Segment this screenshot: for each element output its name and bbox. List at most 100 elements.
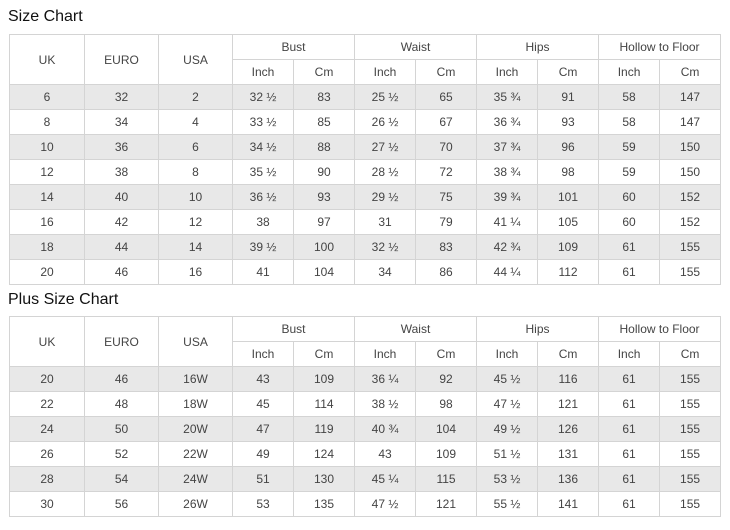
table-cell: 101 [537, 184, 600, 210]
table-cell: 16W [158, 366, 233, 392]
table-cell: 39 ½ [232, 234, 294, 260]
inch-header: Inch [354, 59, 417, 85]
table-cell: 14 [158, 234, 233, 260]
group-header: Waist [354, 34, 478, 60]
table-cell: 14 [9, 184, 85, 210]
table-cell: 26W [158, 491, 233, 517]
size-chart-table: UK EURO USA Bust Waist Hips Hollow to Floor Inc… [9, 34, 722, 285]
table-cell: 53 [232, 491, 294, 517]
table-cell: 12 [158, 209, 233, 235]
table-cell: 34 [84, 109, 159, 135]
table-row: 10 36 6 34 ½ 88 27 ½ 70 37 ¾ 96 59 150 [9, 134, 722, 160]
table-cell: 126 [537, 416, 600, 442]
table-cell: 36 ¼ [354, 366, 417, 392]
inch-header: Inch [476, 59, 539, 85]
inch-header: Inch [598, 341, 661, 367]
table-cell: 20 [9, 259, 85, 285]
table-cell: 61 [598, 466, 661, 492]
table-cell: 26 [9, 441, 85, 467]
table-cell: 32 [84, 84, 159, 110]
table-cell: 34 ½ [232, 134, 294, 160]
table-cell: 93 [292, 184, 356, 210]
inch-header: Inch [598, 59, 661, 85]
table-cell: 36 ¾ [476, 109, 539, 135]
table-cell: 22 [9, 391, 85, 417]
table-cell: 59 [598, 134, 661, 160]
table-cell: 115 [415, 466, 478, 492]
table-cell: 47 [232, 416, 294, 442]
cm-header: Cm [537, 59, 600, 85]
table-cell: 32 ½ [232, 84, 294, 110]
cm-header: Cm [659, 59, 722, 85]
table-cell: 88 [292, 134, 356, 160]
group-header: Hips [476, 316, 600, 342]
table-cell: 41 ¼ [476, 209, 539, 235]
table-cell: 155 [659, 234, 722, 260]
table-cell: 130 [292, 466, 356, 492]
inch-header: Inch [232, 59, 294, 85]
table-cell: 18W [158, 391, 233, 417]
table-cell: 2 [158, 84, 233, 110]
inch-header: Inch [232, 341, 294, 367]
table-cell: 58 [598, 84, 661, 110]
table-cell: 39 ¾ [476, 184, 539, 210]
table-cell: 42 [84, 209, 159, 235]
table-cell: 45 ¼ [354, 466, 417, 492]
table-cell: 28 ½ [354, 159, 417, 185]
cm-header: Cm [415, 341, 478, 367]
table-cell: 136 [537, 466, 600, 492]
inch-header: Inch [354, 341, 417, 367]
cm-header: Cm [292, 341, 356, 367]
table-cell: 155 [659, 366, 722, 392]
table-cell: 91 [537, 84, 600, 110]
table-cell: 47 ½ [354, 491, 417, 517]
table-cell: 61 [598, 491, 661, 517]
table-cell: 49 ½ [476, 416, 539, 442]
inch-header: Inch [476, 341, 539, 367]
table-cell: 65 [415, 84, 478, 110]
table-cell: 37 ¾ [476, 134, 539, 160]
table-cell: 85 [292, 109, 356, 135]
table-cell: 86 [415, 259, 478, 285]
table-row: 20 46 16 41 104 34 86 44 ¼ 112 61 155 [9, 259, 722, 285]
table-cell: 96 [537, 134, 600, 160]
cm-header: Cm [537, 341, 600, 367]
table-cell: 25 ½ [354, 84, 417, 110]
table-row: 12 38 8 35 ½ 90 28 ½ 72 38 ¾ 98 59 150 [9, 159, 722, 185]
table-cell: 83 [292, 84, 356, 110]
table-row: 16 42 12 38 97 31 79 41 ¼ 105 60 152 [9, 209, 722, 235]
table-cell: 41 [232, 259, 294, 285]
plus-size-chart-title: Plus Size Chart [8, 291, 119, 308]
table-cell: 43 [354, 441, 417, 467]
table-cell: 26 ½ [354, 109, 417, 135]
table-cell: 90 [292, 159, 356, 185]
table-cell: 8 [158, 159, 233, 185]
table-cell: 93 [537, 109, 600, 135]
table-cell: 33 ½ [232, 109, 294, 135]
table-cell: 155 [659, 466, 722, 492]
table-cell: 38 ½ [354, 391, 417, 417]
table-row: 28 54 24W 51 130 45 ¼ 115 53 ½ 136 61 155 [9, 466, 722, 492]
table-cell: 6 [9, 84, 85, 110]
table-row: 20 46 16W 43 109 36 ¼ 92 45 ½ 116 61 155 [9, 366, 722, 392]
table-row: 18 44 14 39 ½ 100 32 ½ 83 42 ¾ 109 61 155 [9, 234, 722, 260]
table-cell: 152 [659, 184, 722, 210]
table-cell: 53 ½ [476, 466, 539, 492]
table-cell: 150 [659, 134, 722, 160]
table-cell: 59 [598, 159, 661, 185]
table-cell: 27 ½ [354, 134, 417, 160]
table-cell: 6 [158, 134, 233, 160]
table-row: 8 34 4 33 ½ 85 26 ½ 67 36 ¾ 93 58 147 [9, 109, 722, 135]
table-row: 24 50 20W 47 119 40 ¾ 104 49 ½ 126 61 155 [9, 416, 722, 442]
table-cell: 109 [415, 441, 478, 467]
table-cell: 30 [9, 491, 85, 517]
group-header: Hollow to Floor [598, 34, 722, 60]
table-cell: 121 [415, 491, 478, 517]
table-cell: 152 [659, 209, 722, 235]
cm-header: Cm [415, 59, 478, 85]
table-cell: 4 [158, 109, 233, 135]
table-cell: 38 [84, 159, 159, 185]
table-cell: 58 [598, 109, 661, 135]
table-cell: 34 [354, 259, 417, 285]
table-cell: 104 [415, 416, 478, 442]
